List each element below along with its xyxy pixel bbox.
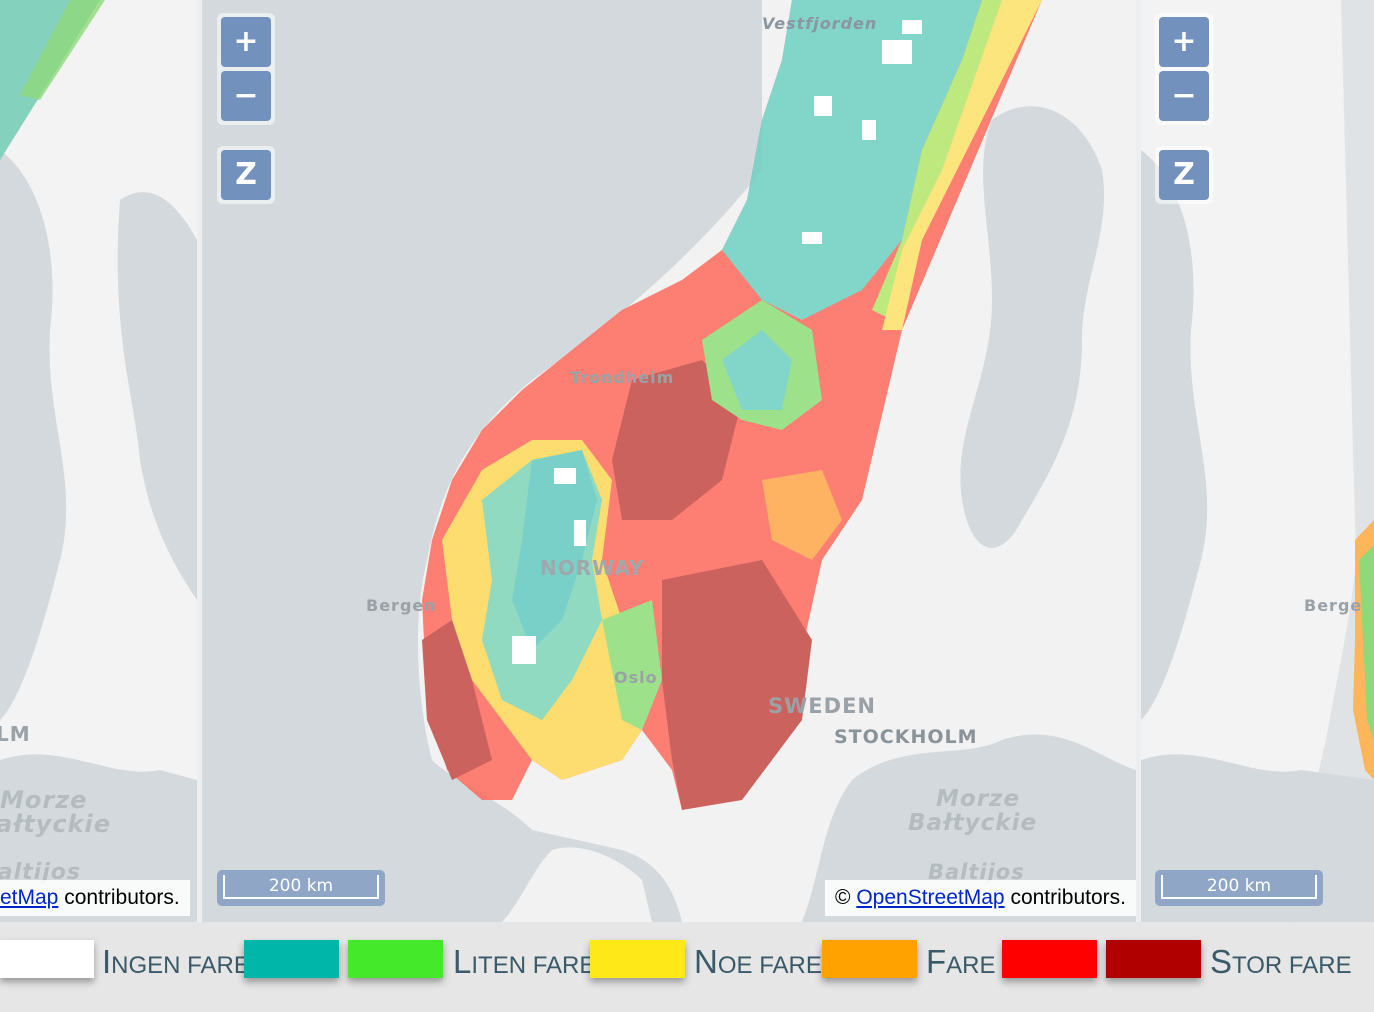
map-label-trondheim: Trondheim [570, 368, 675, 387]
map-panel-right[interactable]: Berge + − Z 200 km [1141, 0, 1374, 922]
map-label-baltyckie-left: ałtyckie [0, 810, 112, 838]
zoom-reset-control-center: Z [217, 146, 275, 204]
zoom-reset-button[interactable]: Z [221, 150, 271, 200]
attribution-center: © OpenStreetMap contributors. [825, 880, 1136, 916]
map-label-baltyckie: Bałtyckie [908, 810, 1038, 836]
hazard-overlay [422, 0, 1042, 810]
legend-label-liten-fare-rest: ITEN FARE [471, 952, 596, 979]
panel-divider-left [197, 0, 202, 922]
zoom-out-button[interactable]: − [221, 71, 271, 121]
legend-label-ingen-fare-cap: I [102, 943, 112, 980]
legend-label-fare: FARE [926, 940, 996, 984]
scale-bar-center: 200 km [217, 870, 385, 906]
zoom-out-button-right[interactable]: − [1159, 71, 1209, 121]
basemap-right [1141, 0, 1374, 922]
legend-label-ingen-fare-rest: NGEN FARE [111, 952, 250, 979]
legend-label-stor-fare-cap: S [1210, 943, 1233, 980]
legend-label-ingen-fare: INGEN FARE [102, 940, 250, 984]
hazard-white-patches [512, 20, 922, 664]
zoom-reset-button-right[interactable]: Z [1159, 150, 1209, 200]
scale-bar-right: 200 km [1155, 870, 1323, 906]
attribution-suffix-left: contributors. [58, 886, 180, 909]
panel-divider-right [1136, 0, 1141, 922]
map-panel-left[interactable]: LM Morze ałtyckie Baltijos etMap contrib… [0, 0, 197, 922]
zoom-controls-right: + − [1155, 13, 1213, 125]
zoom-in-button[interactable]: + [221, 17, 271, 67]
attribution-prefix: © [835, 886, 857, 909]
legend-label-stor-fare: STOR FARE [1210, 940, 1352, 984]
legend-label-noe-fare: NOE FARE [694, 940, 822, 984]
zoom-controls-center: + − [217, 13, 275, 125]
map-label-stockholm-left: LM [0, 722, 31, 746]
attribution-link[interactable]: OpenStreetMap [856, 886, 1005, 909]
legend-swatch-noe-fare [590, 940, 685, 978]
legend-swatch-ingen-fare [0, 940, 94, 978]
legend-label-liten-fare-cap: L [453, 943, 472, 980]
map-label-norway: NORWAY [540, 556, 645, 580]
map-label-bergen-right: Berge [1304, 596, 1363, 615]
scale-bar-label: 200 km [223, 875, 379, 899]
map-label-vestfjorden: Vestfjorden [762, 14, 878, 33]
attribution-left: etMap contributors. [0, 880, 190, 916]
legend-swatch-fare [822, 940, 917, 978]
map-label-bergen: Bergen [366, 596, 437, 615]
legend-swatch-liten-fare-2 [348, 940, 443, 978]
map-panel-center[interactable]: Vestfjorden Trondheim NORWAY Bergen Oslo… [202, 0, 1136, 922]
basemap-center [202, 0, 1136, 922]
legend-label-stor-fare-rest: TOR FARE [1232, 952, 1352, 979]
map-label-morze-left: Morze [0, 786, 88, 814]
legend-label-noe-fare-cap: N [694, 943, 718, 980]
map-label-morze: Morze [936, 786, 1021, 812]
legend-swatch-stor-fare-1 [1002, 940, 1097, 978]
hazard-legend: INGEN FARE LITEN FARE NOE FARE FARE STOR… [0, 922, 1374, 1012]
legend-swatch-liten-fare-1 [244, 940, 339, 978]
attribution-link-left[interactable]: etMap [0, 886, 59, 909]
zoom-reset-control-right: Z [1155, 146, 1213, 204]
legend-swatch-stor-fare-2 [1106, 940, 1201, 978]
scale-bar-label-right: 200 km [1161, 875, 1317, 899]
zoom-in-button-right[interactable]: + [1159, 17, 1209, 67]
legend-label-fare-rest: ARE [946, 952, 996, 979]
basemap-left [0, 0, 197, 922]
map-label-oslo: Oslo [614, 668, 658, 687]
map-label-stockholm: STOCKHOLM [834, 726, 978, 748]
legend-label-noe-fare-rest: OE FARE [717, 952, 822, 979]
legend-label-liten-fare: LITEN FARE [453, 940, 595, 984]
attribution-suffix: contributors. [1004, 886, 1126, 909]
map-label-sweden: SWEDEN [768, 694, 876, 718]
legend-label-fare-cap: F [926, 943, 947, 980]
